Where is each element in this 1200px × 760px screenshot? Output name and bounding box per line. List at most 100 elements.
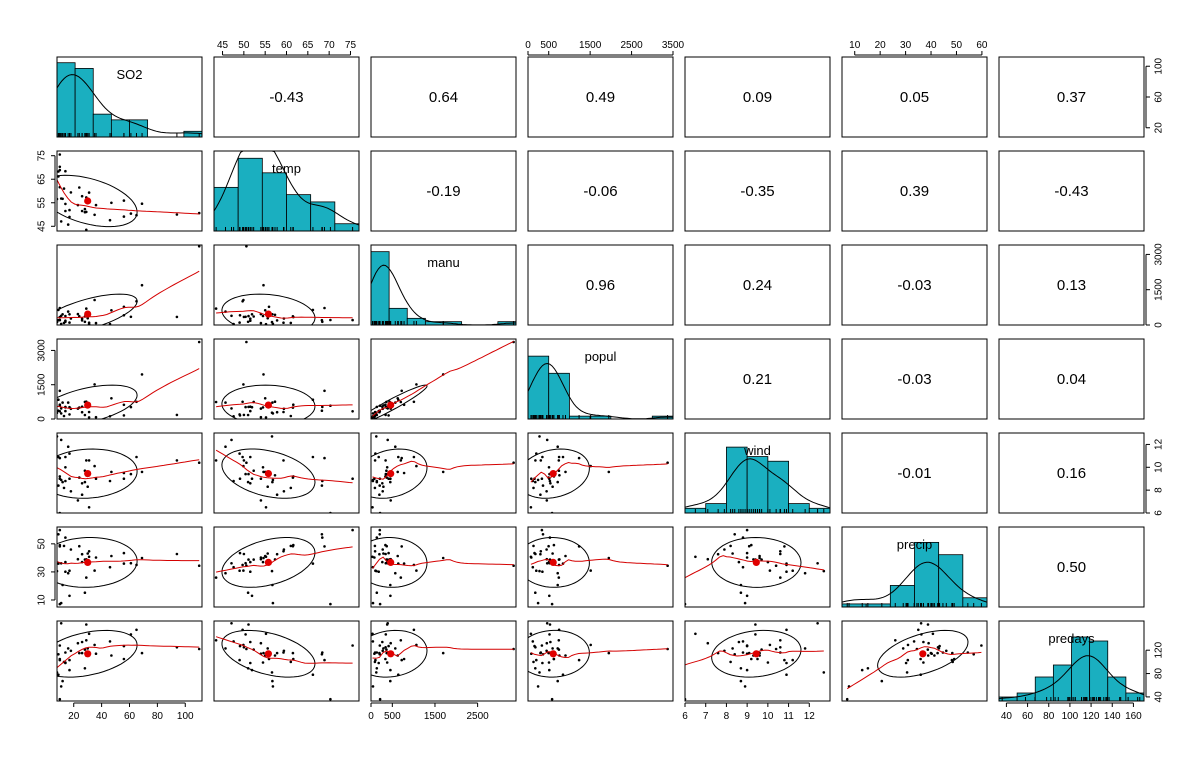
data-point	[922, 640, 925, 644]
data-point	[556, 583, 559, 587]
data-point	[242, 315, 246, 319]
data-point	[275, 493, 279, 497]
panel-precip-predays: 0.50	[998, 526, 1145, 608]
data-point	[549, 640, 552, 644]
data-point	[62, 187, 66, 190]
panel-temp-temp: temp	[213, 150, 360, 232]
panel-content	[214, 245, 354, 325]
panel-predays-wind	[684, 620, 831, 702]
data-point	[259, 557, 263, 561]
histogram-bar	[767, 460, 789, 514]
panel-frame	[56, 150, 203, 232]
correlation-value: 0.37	[1057, 89, 1086, 106]
data-point	[242, 413, 246, 417]
data-point	[750, 543, 753, 547]
data-point	[539, 552, 542, 556]
data-point	[68, 658, 71, 662]
data-point	[175, 413, 179, 417]
data-point	[774, 647, 778, 651]
panel-wind-temp	[213, 432, 360, 514]
data-point	[267, 305, 271, 309]
data-point	[866, 667, 870, 670]
data-point	[374, 452, 377, 455]
data-point	[292, 543, 295, 547]
data-point	[94, 321, 98, 325]
histogram-bar	[370, 251, 390, 326]
correlation-value: 0.96	[586, 277, 615, 294]
panel-SO2-manu: 0.64	[370, 56, 517, 138]
panel-frame	[56, 244, 203, 326]
data-point	[743, 685, 747, 688]
data-point	[739, 667, 743, 670]
data-point	[557, 558, 561, 561]
histogram-bar	[889, 585, 915, 608]
data-point	[292, 657, 295, 661]
data-point	[246, 480, 250, 484]
data-point	[282, 550, 285, 553]
data-point	[264, 416, 268, 419]
data-point	[399, 400, 403, 404]
smooth-line	[57, 270, 200, 319]
data-point	[381, 405, 384, 409]
data-point	[548, 633, 551, 636]
data-point	[564, 654, 567, 657]
data-point	[57, 398, 60, 402]
histogram-bar	[548, 372, 570, 420]
data-point	[545, 562, 549, 565]
data-point	[64, 202, 67, 206]
data-point	[242, 569, 245, 572]
x-tick-label: 50	[951, 40, 963, 51]
y-tick-label: 3000	[1154, 243, 1165, 266]
data-point	[135, 300, 138, 303]
data-point	[952, 657, 956, 661]
data-point	[541, 455, 544, 459]
panel-manu-popul: 0.96	[527, 244, 674, 326]
data-point	[402, 471, 406, 475]
smooth-line	[215, 636, 353, 664]
x-tick-label: 0	[525, 40, 531, 51]
data-point	[589, 643, 592, 647]
variable-label: wind	[743, 443, 771, 458]
variable-label: precip	[897, 537, 932, 552]
data-point	[402, 562, 406, 565]
confidence-ellipse	[57, 174, 138, 228]
data-point	[76, 557, 80, 561]
panel-content	[214, 340, 354, 419]
data-point	[972, 653, 975, 656]
data-point	[373, 486, 377, 490]
data-point	[557, 576, 561, 579]
smooth-line	[372, 645, 514, 659]
correlation-value: -0.19	[426, 183, 460, 200]
panel-frame	[370, 338, 517, 420]
data-point	[321, 405, 324, 409]
x-tick-label: 0	[368, 711, 374, 722]
x-tick-label: 8	[724, 711, 730, 722]
panel-temp-wind: -0.35	[684, 150, 831, 232]
data-point	[556, 480, 559, 484]
data-point	[241, 300, 244, 303]
data-point	[373, 544, 377, 548]
panel-wind-popul	[527, 432, 674, 514]
data-point	[545, 490, 548, 493]
data-point	[399, 639, 403, 642]
data-point	[129, 561, 133, 565]
correlation-value: -0.43	[1054, 183, 1088, 200]
panel-content	[214, 622, 354, 701]
data-point	[94, 415, 98, 419]
data-point	[289, 544, 293, 548]
data-point	[351, 318, 354, 322]
data-point	[289, 660, 293, 664]
data-point	[175, 213, 179, 216]
panel-content	[528, 435, 669, 513]
data-point	[766, 661, 770, 664]
data-point	[531, 565, 535, 569]
data-point	[57, 653, 60, 656]
data-point	[556, 445, 559, 449]
data-point	[931, 632, 935, 636]
data-point	[729, 660, 732, 664]
data-point	[745, 556, 749, 559]
data-point	[547, 661, 551, 664]
data-point	[400, 456, 404, 460]
data-point	[320, 484, 324, 487]
